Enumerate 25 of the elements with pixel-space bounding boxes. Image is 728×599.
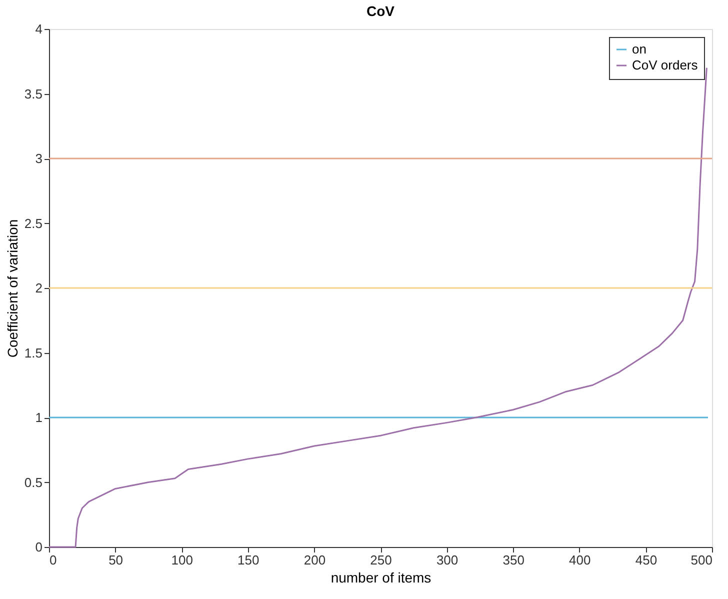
x-tick-label: 350 (502, 552, 524, 568)
y-tick-label: 2.5 (24, 216, 42, 231)
y-axis-title: Coefficient of variation (4, 219, 20, 358)
y-tick-label: 1 (35, 410, 42, 425)
y-tick-label: 1.5 (24, 345, 42, 360)
x-tick-label: 100 (171, 552, 193, 568)
x-tick-label: 450 (635, 552, 658, 568)
legend-label: CoV orders (632, 58, 698, 72)
x-tick-label: 50 (108, 552, 124, 568)
x-axis-title: number of items (330, 570, 432, 586)
y-tick-label: 3.5 (24, 86, 42, 102)
x-tick-label: 300 (436, 552, 458, 568)
y-tick-label: 0 (35, 540, 42, 554)
y-tick-label: 3 (35, 151, 42, 166)
x-tick-label: 150 (238, 552, 260, 568)
x-tick-label: 200 (304, 552, 326, 568)
chart-title: CoV (366, 3, 396, 19)
x-tick-label: 400 (569, 552, 591, 568)
x-tick-label: 500 (690, 552, 712, 568)
x-tick-label: 250 (370, 552, 392, 568)
y-tick-label: 2 (35, 280, 42, 296)
legend-label: on (632, 42, 646, 56)
x-tick-label: 0 (50, 552, 57, 568)
y-tick-label: 0.5 (24, 474, 42, 490)
y-tick-label: 4 (35, 22, 42, 36)
